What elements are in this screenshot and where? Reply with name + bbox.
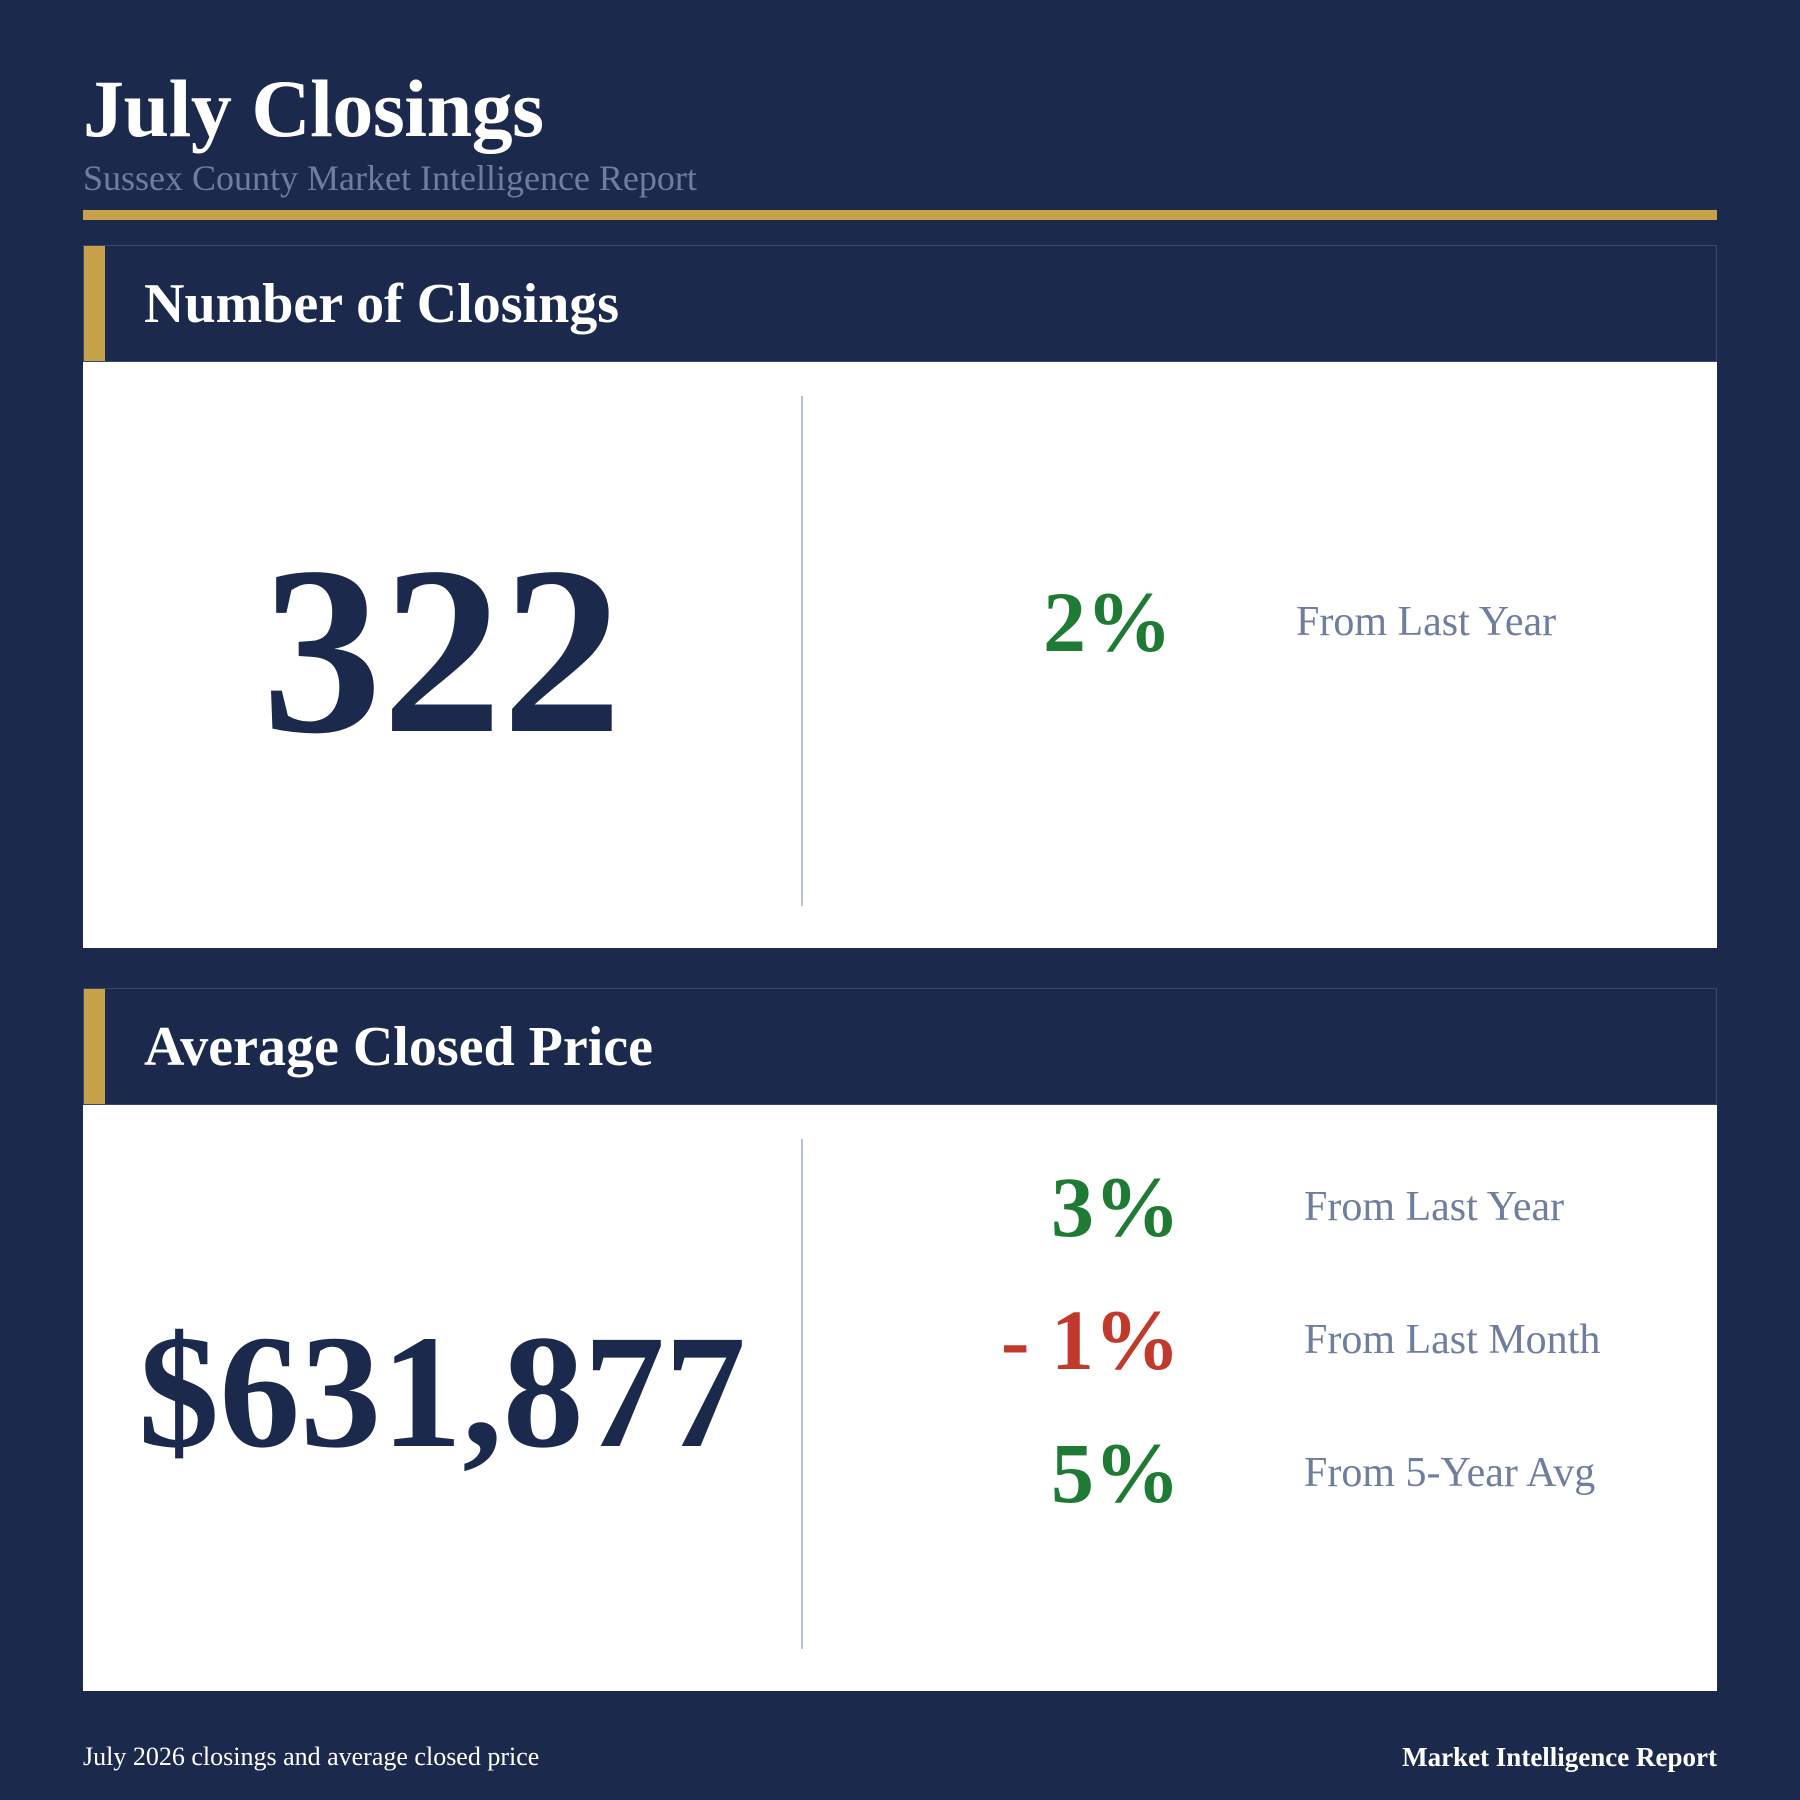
closings-header-accent bbox=[84, 246, 105, 361]
price-card-body: $631,877 3% From Last Year - 1% From Las… bbox=[83, 1105, 1717, 1691]
closings-card-header: Number of Closings bbox=[83, 245, 1717, 362]
closings-stat-yoy: 2% From Last Year bbox=[803, 572, 1717, 672]
price-stat-mom-label: From Last Month bbox=[1304, 1317, 1601, 1363]
price-stat-mom-pct: - 1% bbox=[1000, 1292, 1180, 1388]
page-subtitle: Sussex County Market Intelligence Report bbox=[83, 158, 697, 198]
price-card: Average Closed Price $631,877 3% From La… bbox=[83, 988, 1717, 1691]
price-divider bbox=[801, 1139, 803, 1649]
price-card-header: Average Closed Price bbox=[83, 988, 1717, 1105]
price-stat-5yr-pct: 5% bbox=[1051, 1425, 1180, 1521]
price-stat-yoy: 3% From Last Year bbox=[803, 1157, 1717, 1257]
closings-stat-yoy-label: From Last Year bbox=[1296, 599, 1557, 645]
price-value: $631,877 bbox=[138, 1303, 746, 1482]
closings-value: 322 bbox=[262, 517, 622, 783]
price-stat-mom: - 1% From Last Month bbox=[803, 1290, 1717, 1390]
price-stat-5yr-label: From 5-Year Avg bbox=[1304, 1450, 1596, 1496]
price-stat-yoy-pct: 3% bbox=[1051, 1159, 1180, 1255]
closings-card-body: 322 2% From Last Year bbox=[83, 362, 1717, 948]
header-divider bbox=[83, 210, 1717, 220]
closings-heading: Number of Closings bbox=[144, 273, 620, 335]
page-title: July Closings bbox=[83, 63, 544, 154]
closings-divider bbox=[801, 396, 803, 906]
price-stat-5yr: 5% From 5-Year Avg bbox=[803, 1423, 1717, 1523]
price-heading: Average Closed Price bbox=[144, 1016, 653, 1078]
closings-stat-yoy-pct: 2% bbox=[1043, 574, 1172, 670]
footer-brand: Market Intelligence Report bbox=[1402, 1742, 1717, 1772]
footer-caption: July 2026 closings and average closed pr… bbox=[83, 1742, 540, 1771]
closings-card: Number of Closings 322 2% From Last Year bbox=[83, 245, 1717, 948]
price-header-accent bbox=[84, 989, 105, 1104]
price-stat-yoy-label: From Last Year bbox=[1304, 1184, 1565, 1230]
